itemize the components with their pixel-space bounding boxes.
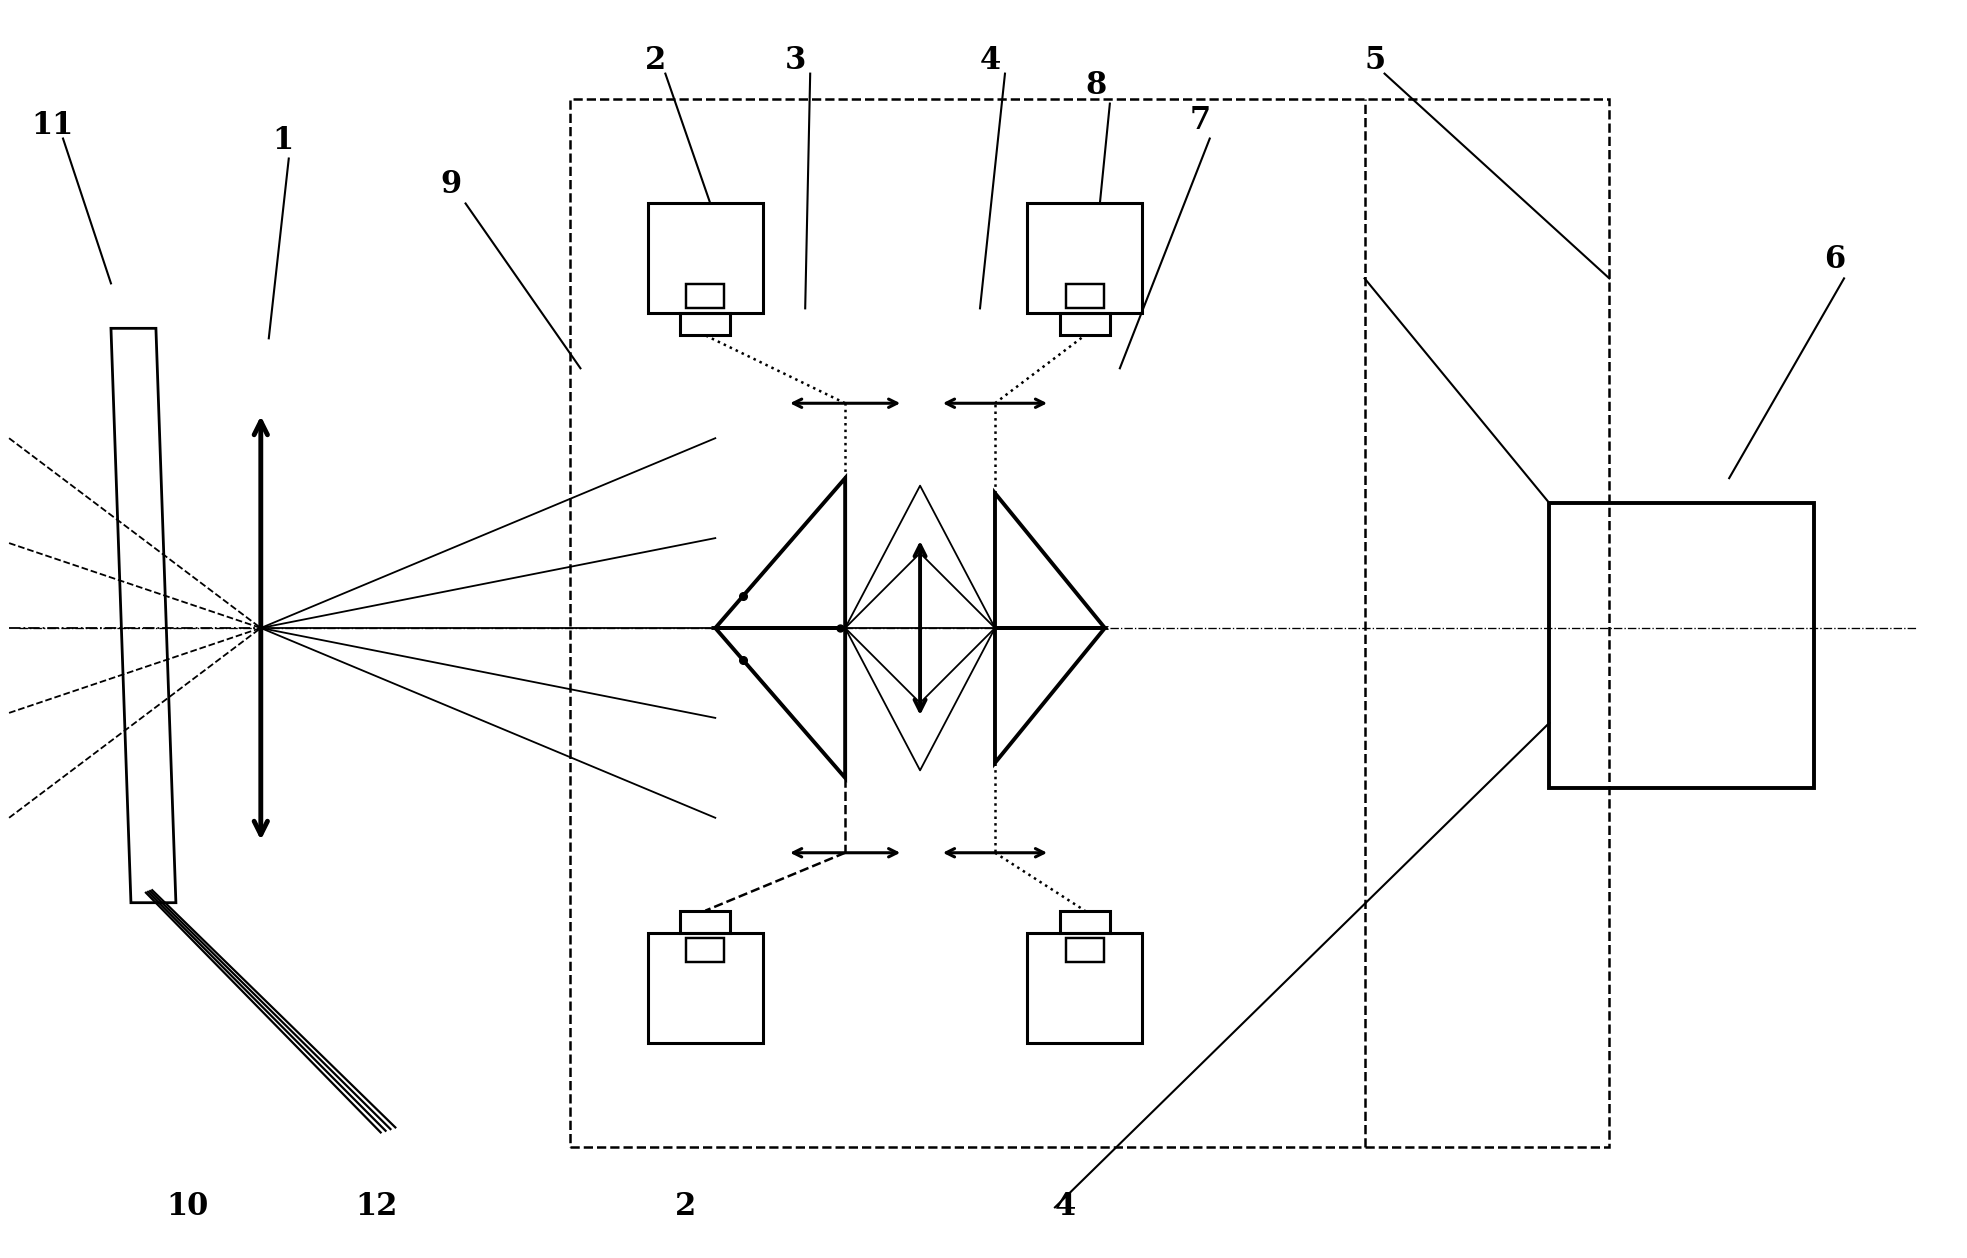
Bar [1060,911,1109,932]
Bar [1060,313,1109,336]
Text: 7: 7 [1190,104,1212,136]
Bar [1027,204,1143,313]
Text: 4: 4 [980,44,1001,75]
Text: 1: 1 [273,125,293,156]
Bar [570,98,1609,1147]
Text: 4: 4 [1054,1191,1076,1223]
Bar [647,932,763,1043]
Bar [1066,938,1103,962]
Text: 11: 11 [31,109,73,141]
Text: 2: 2 [645,44,667,75]
Text: 5: 5 [1365,44,1385,75]
Bar [681,911,730,932]
Bar [647,204,763,313]
Text: 9: 9 [441,170,462,200]
Text: 6: 6 [1823,244,1845,276]
Text: 8: 8 [1086,69,1105,101]
Text: 12: 12 [356,1191,397,1223]
Text: 10: 10 [165,1191,209,1223]
Text: 3: 3 [785,44,806,75]
Bar [686,284,724,308]
Bar [1550,503,1814,788]
Bar [1027,932,1143,1043]
Bar [681,313,730,336]
Bar [686,938,724,962]
Text: 2: 2 [675,1191,696,1223]
Bar [1066,284,1103,308]
